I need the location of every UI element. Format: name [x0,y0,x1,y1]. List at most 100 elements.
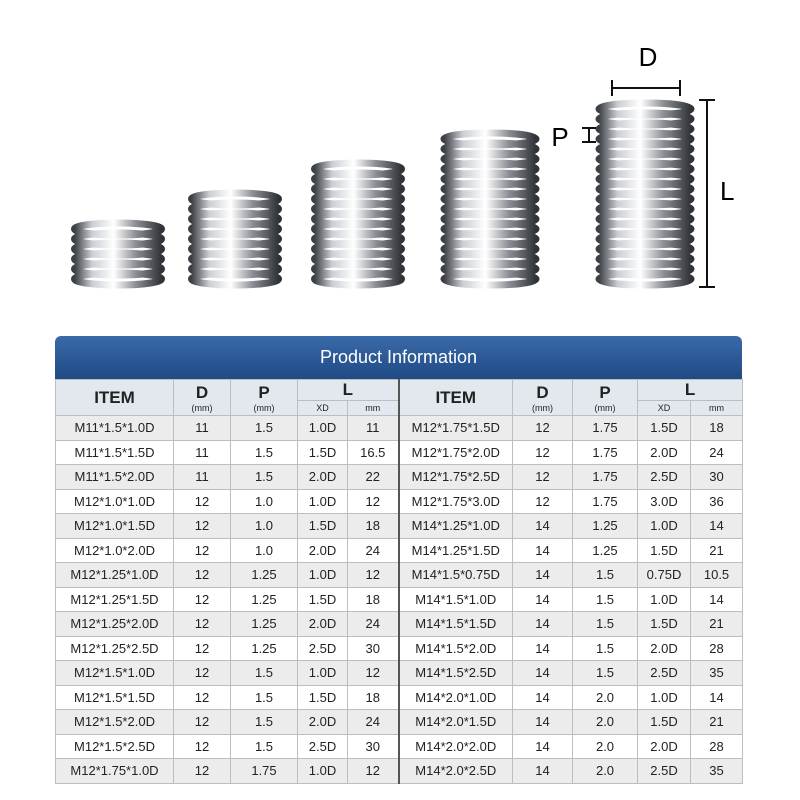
p-label: P [258,382,270,402]
table-cell: M12*1.75*2.5D [397,464,514,490]
coil-turn [440,129,540,149]
table-cell: 12 [173,513,231,539]
table-cell: 11 [173,464,231,490]
table-cell: 1.5 [230,733,298,759]
table-cell: 0.75D [637,562,692,588]
table-cell: 12 [512,464,574,490]
table-cell: M11*1.5*2.0D [55,464,174,490]
table-cell: 2.5D [297,635,348,661]
table-cell: M11*1.5*1.0D [55,415,174,441]
table-cell: 2.0D [637,635,692,661]
l-mm-header: mm [346,400,400,416]
table-cell: 11 [173,439,231,465]
table-cell: 12 [173,586,231,612]
table-cell: 1.25 [230,562,298,588]
table-cell: 1.5 [230,709,298,735]
dimension-lines [582,80,715,288]
table-cell: 1.25 [230,635,298,661]
table-cell: 14 [690,586,744,612]
table-cell: 12 [173,709,231,735]
spec-table: ITEM D (mm) P (mm) L ITEM D (mm) P (mm) L XD mm XD mm M… [55,379,744,784]
table-cell: M12*1.5*1.5D [55,684,174,710]
table-cell: 2.5D [637,758,692,784]
table-cell: 14 [512,660,574,686]
table-row: M12*1.5*1.0D 12 1.5 1.0D 12 M14*1.5*2.5D 14 1.5… [55,660,744,686]
header-row: ITEM D (mm) P (mm) L ITEM D (mm) P (mm) L [55,379,744,416]
table-cell: 11 [346,415,400,441]
table-cell: 1.5D [637,709,692,735]
table-row: M12*1.25*1.0D 12 1.25 1.0D 12 M14*1.5*0.75D 14… [55,562,744,588]
d-header: D (mm) [512,379,574,416]
table-cell: 14 [512,733,574,759]
l-label: L [720,176,734,206]
table-cell: M14*1.5*2.5D [397,660,514,686]
table-cell: 24 [346,709,400,735]
table-cell: 1.0 [230,537,298,563]
table-cell: 14 [512,635,574,661]
table-cell: 2.0D [297,709,348,735]
table-cell: M14*2.0*1.5D [397,709,514,735]
table-cell: 12 [173,562,231,588]
d-label: D [639,42,658,72]
table-cell: 3.0D [637,488,692,514]
p-unit: (mm) [253,402,275,413]
d-unit: (mm) [532,402,554,413]
table-cell: 14 [512,684,574,710]
p-label: P [551,122,568,152]
subheader-row: XD mm XD mm [56,400,744,416]
table-cell: 12 [512,439,574,465]
table-cell: 1.5 [572,635,639,661]
table-row: M12*1.5*1.5D 12 1.5 1.5D 18 M14*2.0*1.0D 14 2.0… [55,684,744,710]
table-row: M12*1.25*1.5D 12 1.25 1.5D 18 M14*1.5*1.0D 14 1… [55,586,744,612]
p-header: P (mm) [572,379,639,416]
table-cell: 1.5D [637,611,692,637]
table-cell: 1.5 [572,611,639,637]
table-cell: 2.0 [572,733,639,759]
d-unit: (mm) [191,402,213,413]
table-cell: 1.25 [230,611,298,637]
table-cell: 2.0D [297,464,348,490]
table-cell: M14*2.0*2.5D [397,758,514,784]
table-cell: M14*1.25*1.5D [397,537,514,563]
p-unit: (mm) [594,402,616,413]
table-cell: 12 [346,562,400,588]
table-cell: 1.75 [572,488,639,514]
table-cell: 22 [346,464,400,490]
table-cell: M14*1.5*0.75D [397,562,514,588]
table-row: M12*1.0*1.5D 12 1.0 1.5D 18 M14*1.25*1.0D 14 1.… [55,513,744,539]
table-cell: 12 [173,537,231,563]
table-cell: M12*1.75*1.0D [55,758,174,784]
table-cell: 14 [690,684,744,710]
d-header: D (mm) [173,379,231,416]
table-row: M12*1.0*2.0D 12 1.0 2.0D 24 M14*1.25*1.5D 14 1.… [55,537,744,563]
table-cell: 35 [690,758,744,784]
p-header: P (mm) [230,379,298,416]
table-cell: 14 [512,586,574,612]
table-title: Product Information [55,336,742,379]
table-cell: M12*1.25*1.5D [55,586,174,612]
table-cell: M14*2.0*1.0D [397,684,514,710]
table-cell: 1.5D [297,513,348,539]
table-cell: 2.0D [637,439,692,465]
table-row: M11*1.5*1.5D 11 1.5 1.5D 16.5 M12*1.75*2.0D 12… [55,439,744,465]
table-cell: 2.0 [572,758,639,784]
table-cell: 2.5D [637,660,692,686]
table-cell: 1.5 [572,562,639,588]
table-cell: 11 [173,415,231,441]
table-cell: M12*1.5*2.0D [55,709,174,735]
table-cell: M12*1.25*1.0D [55,562,174,588]
table-cell: 2.0D [297,611,348,637]
table-cell: 30 [346,635,400,661]
d-label: D [536,382,549,402]
table-cell: 1.0D [297,415,348,441]
product-illustration: D P L [71,42,734,289]
table-cell: M14*1.5*1.0D [397,586,514,612]
table-cell: 28 [690,733,744,759]
table-cell: 14 [512,611,574,637]
table-cell: 1.5D [297,439,348,465]
table-cell: 12 [173,488,231,514]
l-xd-header: XD [297,400,348,416]
table-cell: 1.0D [297,660,348,686]
thread-inserts [71,99,695,289]
